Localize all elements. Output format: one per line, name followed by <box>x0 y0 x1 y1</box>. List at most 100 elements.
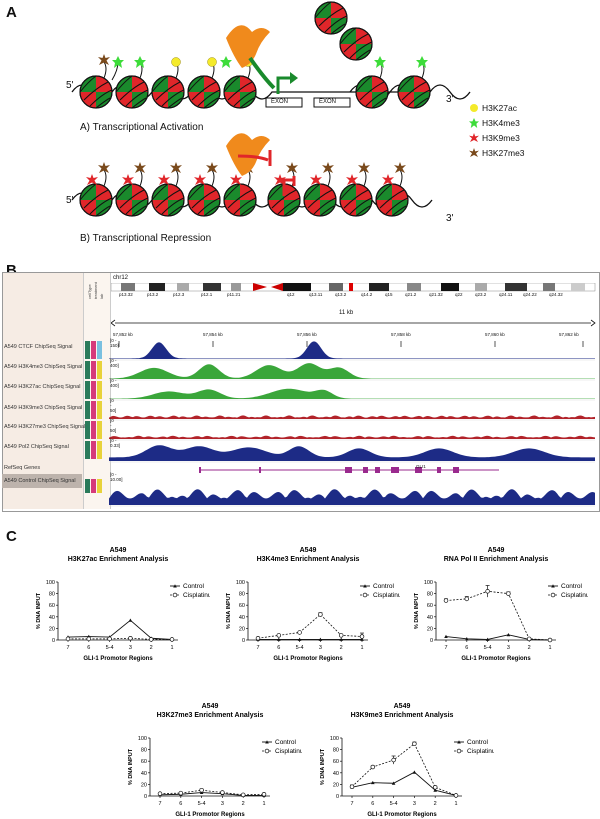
x-tick-label: 2 <box>434 801 437 807</box>
band-label: p12.3 <box>173 292 185 297</box>
data-point-cisplatinum <box>485 589 490 594</box>
y-tick-label: 20 <box>427 626 433 632</box>
data-point-control <box>277 637 281 641</box>
data-point-control <box>465 637 469 641</box>
data-point-control <box>433 788 437 792</box>
track-signal <box>109 341 595 359</box>
track-signal <box>109 445 595 461</box>
chart-0: A549 H3K27ac Enrichment Analysis 0 20 40 60 80… <box>36 547 210 662</box>
chart-subtitle: H3K4me3 Enrichment Analysis <box>257 556 360 563</box>
range-h3k9me3: [0 - 50] <box>110 398 117 413</box>
attribute-swatch <box>97 401 102 419</box>
band-label: q22 <box>455 292 463 297</box>
track-signal <box>109 415 595 419</box>
x-tick-label: 5-4 <box>296 645 304 651</box>
chart-title: A549 <box>300 547 317 554</box>
data-point-cisplatinum <box>338 633 344 638</box>
data-point-cisplatinum <box>65 636 71 642</box>
attribute-swatch <box>91 381 96 399</box>
track-label-h3k4me3: A549 H3K4me3 ChipSeq Signal <box>4 364 83 370</box>
y-axis-label: % DNA INPUT <box>36 592 42 629</box>
legend-label-cisplatinum: Cisplatinum <box>183 592 210 599</box>
band-label: q24.32 <box>549 292 563 297</box>
chart-subtitle: H3K27ac Enrichment Analysis <box>68 556 169 563</box>
band-label: q24.22 <box>523 292 537 297</box>
x-tick-label: 1 <box>360 645 363 651</box>
y-tick-label: 20 <box>49 626 55 632</box>
track-signals <box>109 341 595 507</box>
y-tick-label: 80 <box>141 748 147 754</box>
chart-subtitle: RNA Pol II Enrichment Analysis <box>444 556 549 563</box>
y-tick-label: 0 <box>430 638 433 644</box>
x-tick-label: 7 <box>444 645 447 651</box>
strand-5-label-a: 5' <box>66 80 74 91</box>
band-label: p11.21 <box>227 292 241 297</box>
data-point-cisplatinum <box>412 741 417 747</box>
data-point-cisplatinum <box>157 791 163 796</box>
chrom-label: chr12 <box>113 275 129 281</box>
legend-label-control: Control <box>561 583 583 590</box>
track-label-ctcf: A549 CTCF ChipSeq Signal <box>4 344 73 350</box>
y-tick-label: 40 <box>49 615 55 621</box>
legend-label-cisplatinum: Cisplatinum <box>561 592 588 599</box>
x-tick-label: 7 <box>256 645 259 651</box>
x-tick-label: 5-4 <box>390 801 398 807</box>
band-label: q13.2 <box>335 292 347 297</box>
data-point-cisplatinum <box>547 637 553 643</box>
coord-label: 57,854 kb <box>203 332 223 337</box>
data-point-control <box>339 637 343 641</box>
track-label-control: A549 Control ChipSeq Signal <box>4 478 76 484</box>
legend-label-control: Control <box>183 583 205 590</box>
track-signal <box>109 363 595 379</box>
gene-exon <box>259 467 261 473</box>
x-tick-label: 7 <box>350 801 353 807</box>
x-tick-label: 5-4 <box>484 645 492 651</box>
series-line-cisplatinum <box>445 590 551 641</box>
exon-label-1: EXON <box>271 99 289 105</box>
legend-label-cisplatinum: Cisplatinum <box>373 592 400 599</box>
range-pol2: [0 - 0.33] <box>110 438 121 448</box>
data-point-cisplatinum <box>297 630 302 635</box>
y-tick-label: 80 <box>239 592 245 598</box>
exon-box-1 <box>265 97 303 108</box>
attribute-swatch <box>97 341 102 359</box>
y-tick-label: 60 <box>141 759 147 765</box>
range-h3k4me3: [0 - 400] <box>110 358 119 368</box>
gene-exon <box>199 467 201 473</box>
series-line-control <box>67 619 173 640</box>
legend-marker-cisplatinum <box>362 592 368 598</box>
chart-title: A549 <box>394 703 411 710</box>
x-tick-label: 2 <box>150 645 153 651</box>
transcription-factor-shape <box>226 25 270 68</box>
data-point-cisplatinum <box>370 764 376 770</box>
x-tick-label: 6 <box>465 645 468 651</box>
y-tick-label: 0 <box>336 794 339 800</box>
chart-4: A549 H3K9me3 Enrichment Analysis 0 20 40 60 80… <box>320 703 494 818</box>
exon-label-2: EXON <box>319 99 337 105</box>
x-tick-label: 5-4 <box>198 801 206 807</box>
gene-exon <box>363 467 368 473</box>
y-axis-label: % DNA INPUT <box>320 748 326 785</box>
legend-h3k27me3: H3K27me3 <box>482 148 525 158</box>
legend-marker-h3k9me3 <box>469 133 479 142</box>
genome-browser: cellType treatment lab chr12 p13.32 p13.… <box>2 272 600 512</box>
legend-marker-control <box>551 584 555 588</box>
panel-c-letter: C <box>6 528 17 545</box>
data-point-cisplatinum <box>86 636 92 642</box>
strand-3-label-b: 3' <box>446 213 454 224</box>
x-tick-label: 1 <box>170 645 173 651</box>
attribute-swatch <box>97 479 102 493</box>
legend-marker-cisplatinum <box>264 748 270 754</box>
x-tick-label: 6 <box>371 801 374 807</box>
track-label-column <box>3 273 83 509</box>
data-point-cisplatinum <box>169 637 175 642</box>
attribute-swatch <box>85 401 90 419</box>
attribute-swatch <box>97 381 102 399</box>
band-label: q21.32 <box>429 292 443 297</box>
range-h3k27ac: [0 - 400] <box>110 378 119 388</box>
track-signal <box>109 388 595 399</box>
chart-2: A549 RNA Pol II Enrichment Analysis 0 20 40 6… <box>414 547 588 662</box>
legend-h3k27ac: H3K27ac <box>482 103 517 113</box>
control-track-highlight <box>2 474 82 488</box>
x-axis-label: GLI-1 Promotor Regions <box>461 656 531 662</box>
